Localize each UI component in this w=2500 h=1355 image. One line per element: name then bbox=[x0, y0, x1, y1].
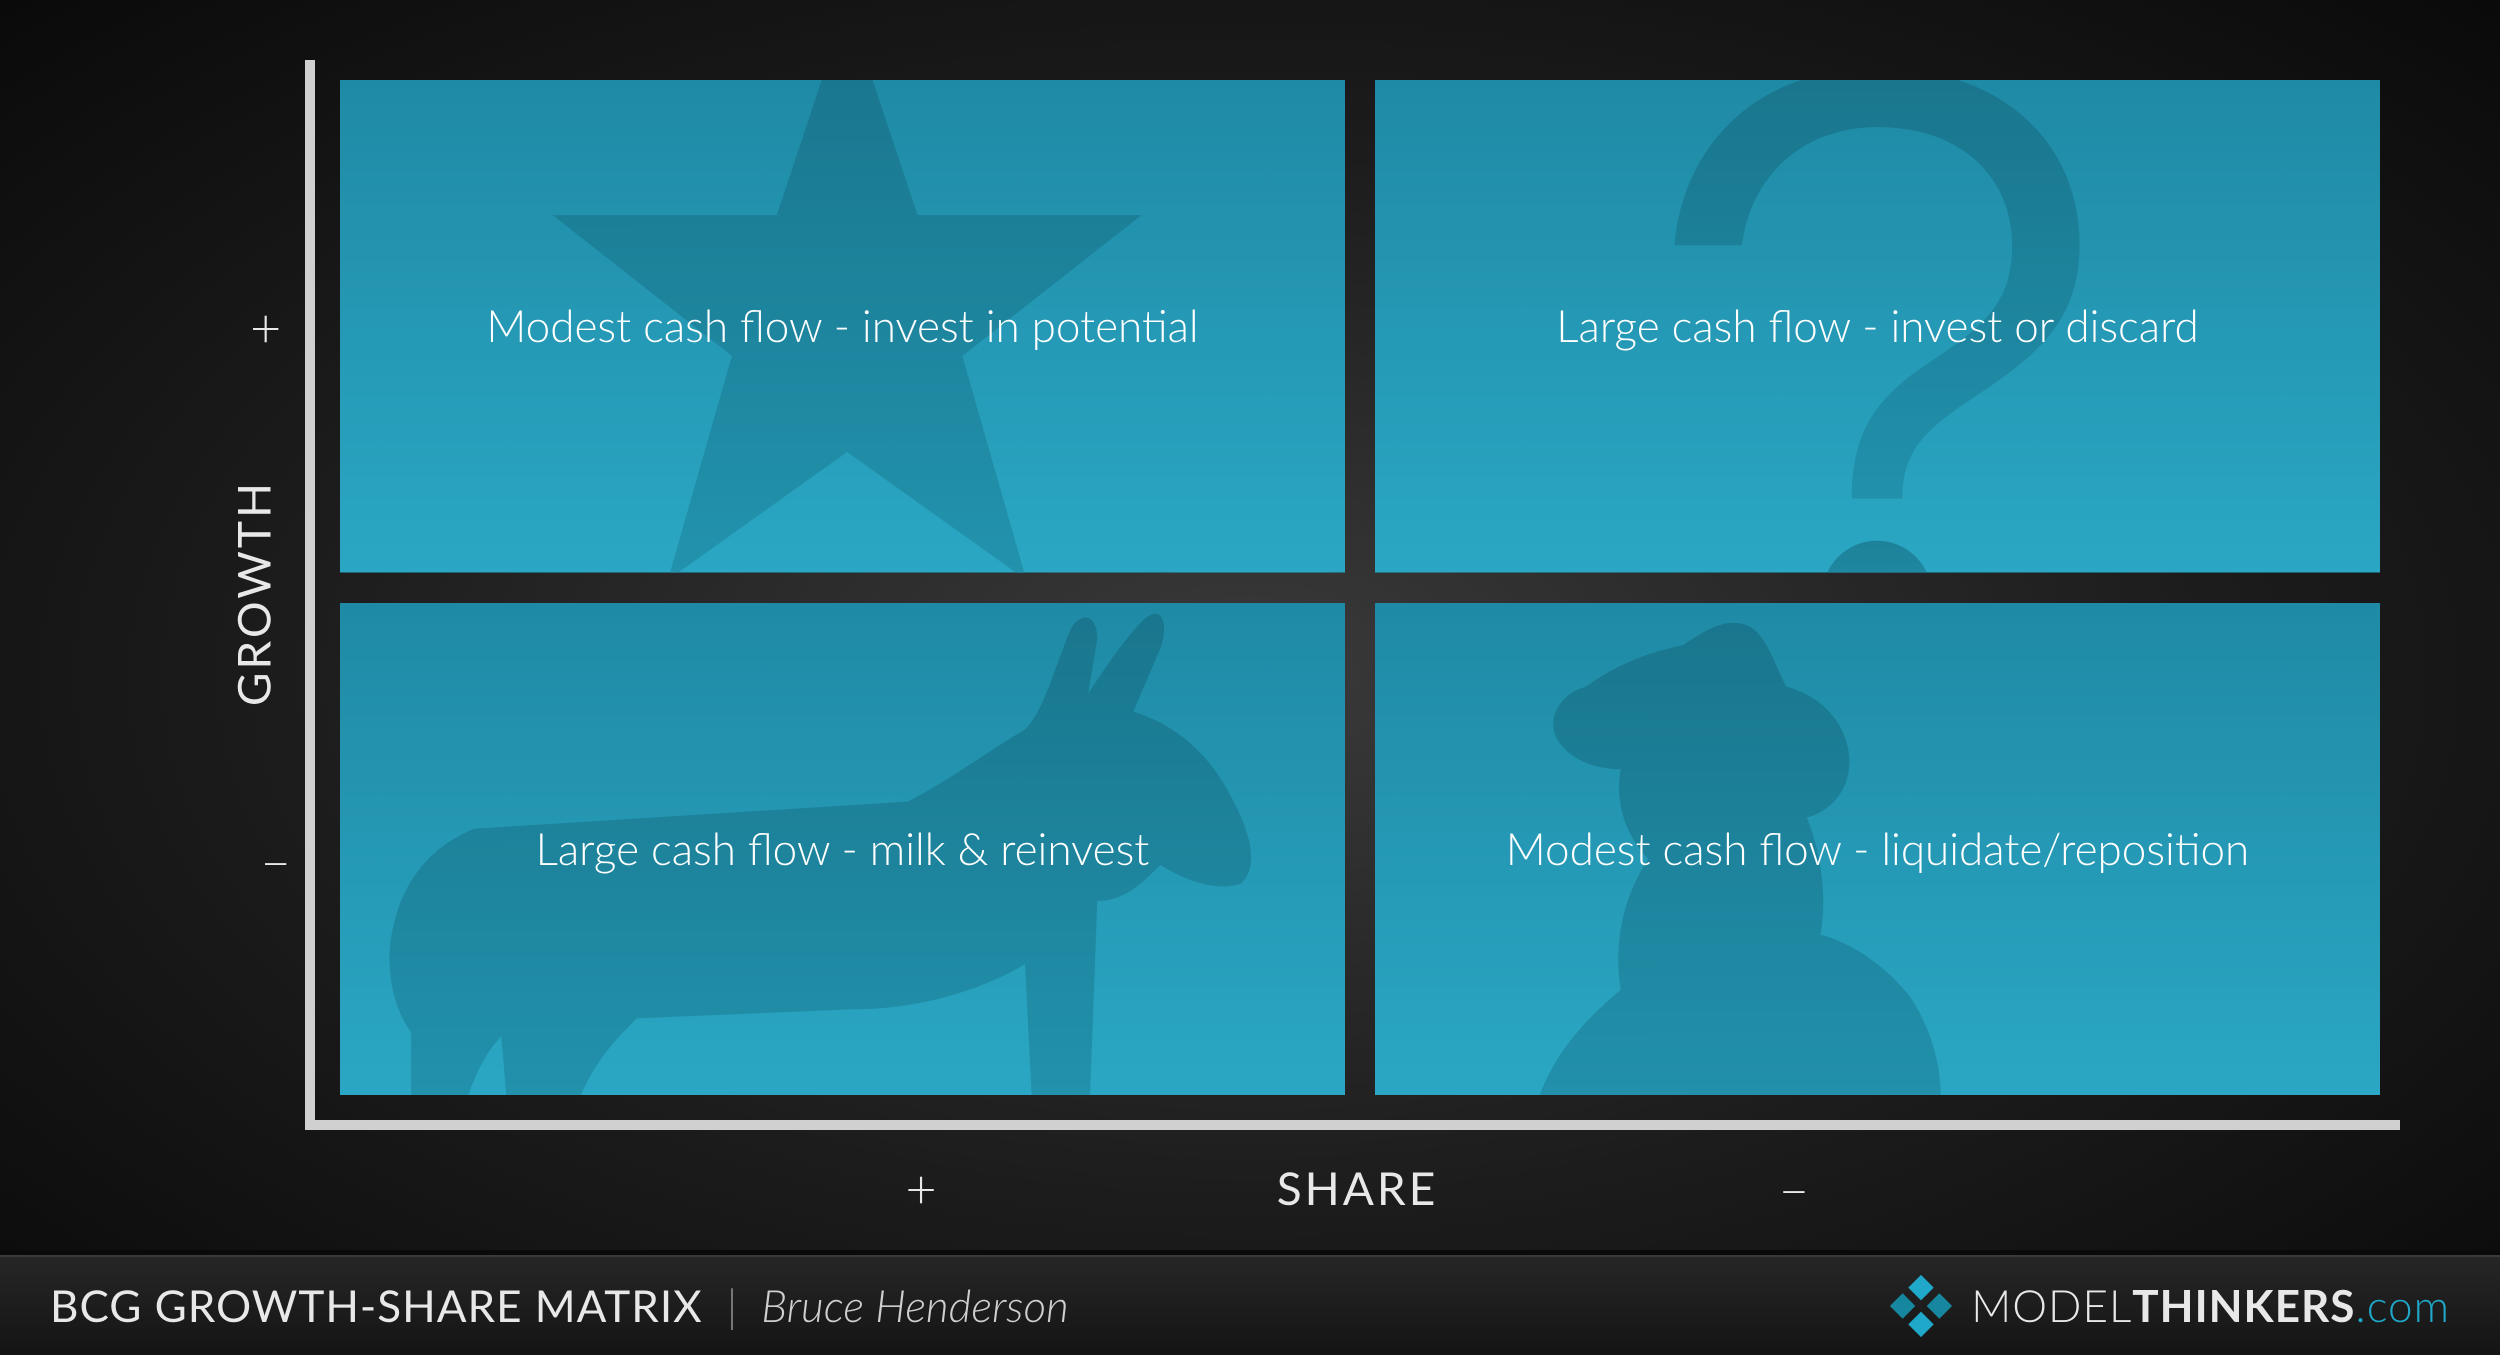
quadrant-question-text: Large cash flow - invest or discard bbox=[1526, 300, 2228, 352]
quadrant-cow-text: Large cash flow - milk & reinvest bbox=[506, 823, 1180, 875]
brand-bold: THINKERS bbox=[2132, 1280, 2355, 1332]
footer-brand: MODELTHINKERS.com bbox=[1889, 1274, 2450, 1338]
quadrant-question: Large cash flow - invest or discard bbox=[1375, 80, 2380, 573]
y-axis-line bbox=[305, 60, 315, 1125]
brand-text: MODELTHINKERS.com bbox=[1971, 1280, 2450, 1332]
quadrant-grid: Modest cash flow - invest in potential L… bbox=[340, 80, 2380, 1095]
x-axis-line bbox=[305, 1120, 2400, 1130]
quadrant-dog: Modest cash flow - liquidate/reposition bbox=[1375, 603, 2380, 1096]
footer-title: BCG GROWTH-SHARE MATRIX bbox=[50, 1280, 703, 1332]
footer-author: Bruce Henderson bbox=[761, 1280, 1069, 1332]
quadrant-cow: Large cash flow - milk & reinvest bbox=[340, 603, 1345, 1096]
y-axis-positive: + bbox=[250, 294, 281, 359]
y-axis-label: GROWTH bbox=[226, 479, 281, 705]
x-axis-positive: + bbox=[905, 1155, 936, 1220]
diagram-frame: GROWTH + – + SHARE – Modest cash flow - … bbox=[0, 0, 2500, 1355]
footer-bar: BCG GROWTH-SHARE MATRIX | Bruce Henderso… bbox=[0, 1255, 2500, 1355]
quadrant-star-text: Modest cash flow - invest in potential bbox=[456, 300, 1228, 352]
brand-logo-icon bbox=[1889, 1274, 1953, 1338]
brand-prefix: MODEL bbox=[1971, 1280, 2132, 1332]
x-axis-label-row: + SHARE – bbox=[315, 1155, 2400, 1220]
x-axis-label: SHARE bbox=[1277, 1160, 1439, 1215]
x-axis-negative: – bbox=[1778, 1155, 1809, 1220]
footer-left: BCG GROWTH-SHARE MATRIX | Bruce Henderso… bbox=[50, 1280, 1069, 1332]
footer-separator: | bbox=[727, 1280, 738, 1332]
quadrant-star: Modest cash flow - invest in potential bbox=[340, 80, 1345, 573]
chart-area: GROWTH + – + SHARE – Modest cash flow - … bbox=[120, 60, 2400, 1125]
brand-suffix: .com bbox=[2355, 1280, 2450, 1332]
y-axis-negative: – bbox=[260, 827, 291, 892]
quadrant-dog-text: Modest cash flow - liquidate/reposition bbox=[1476, 823, 2279, 875]
